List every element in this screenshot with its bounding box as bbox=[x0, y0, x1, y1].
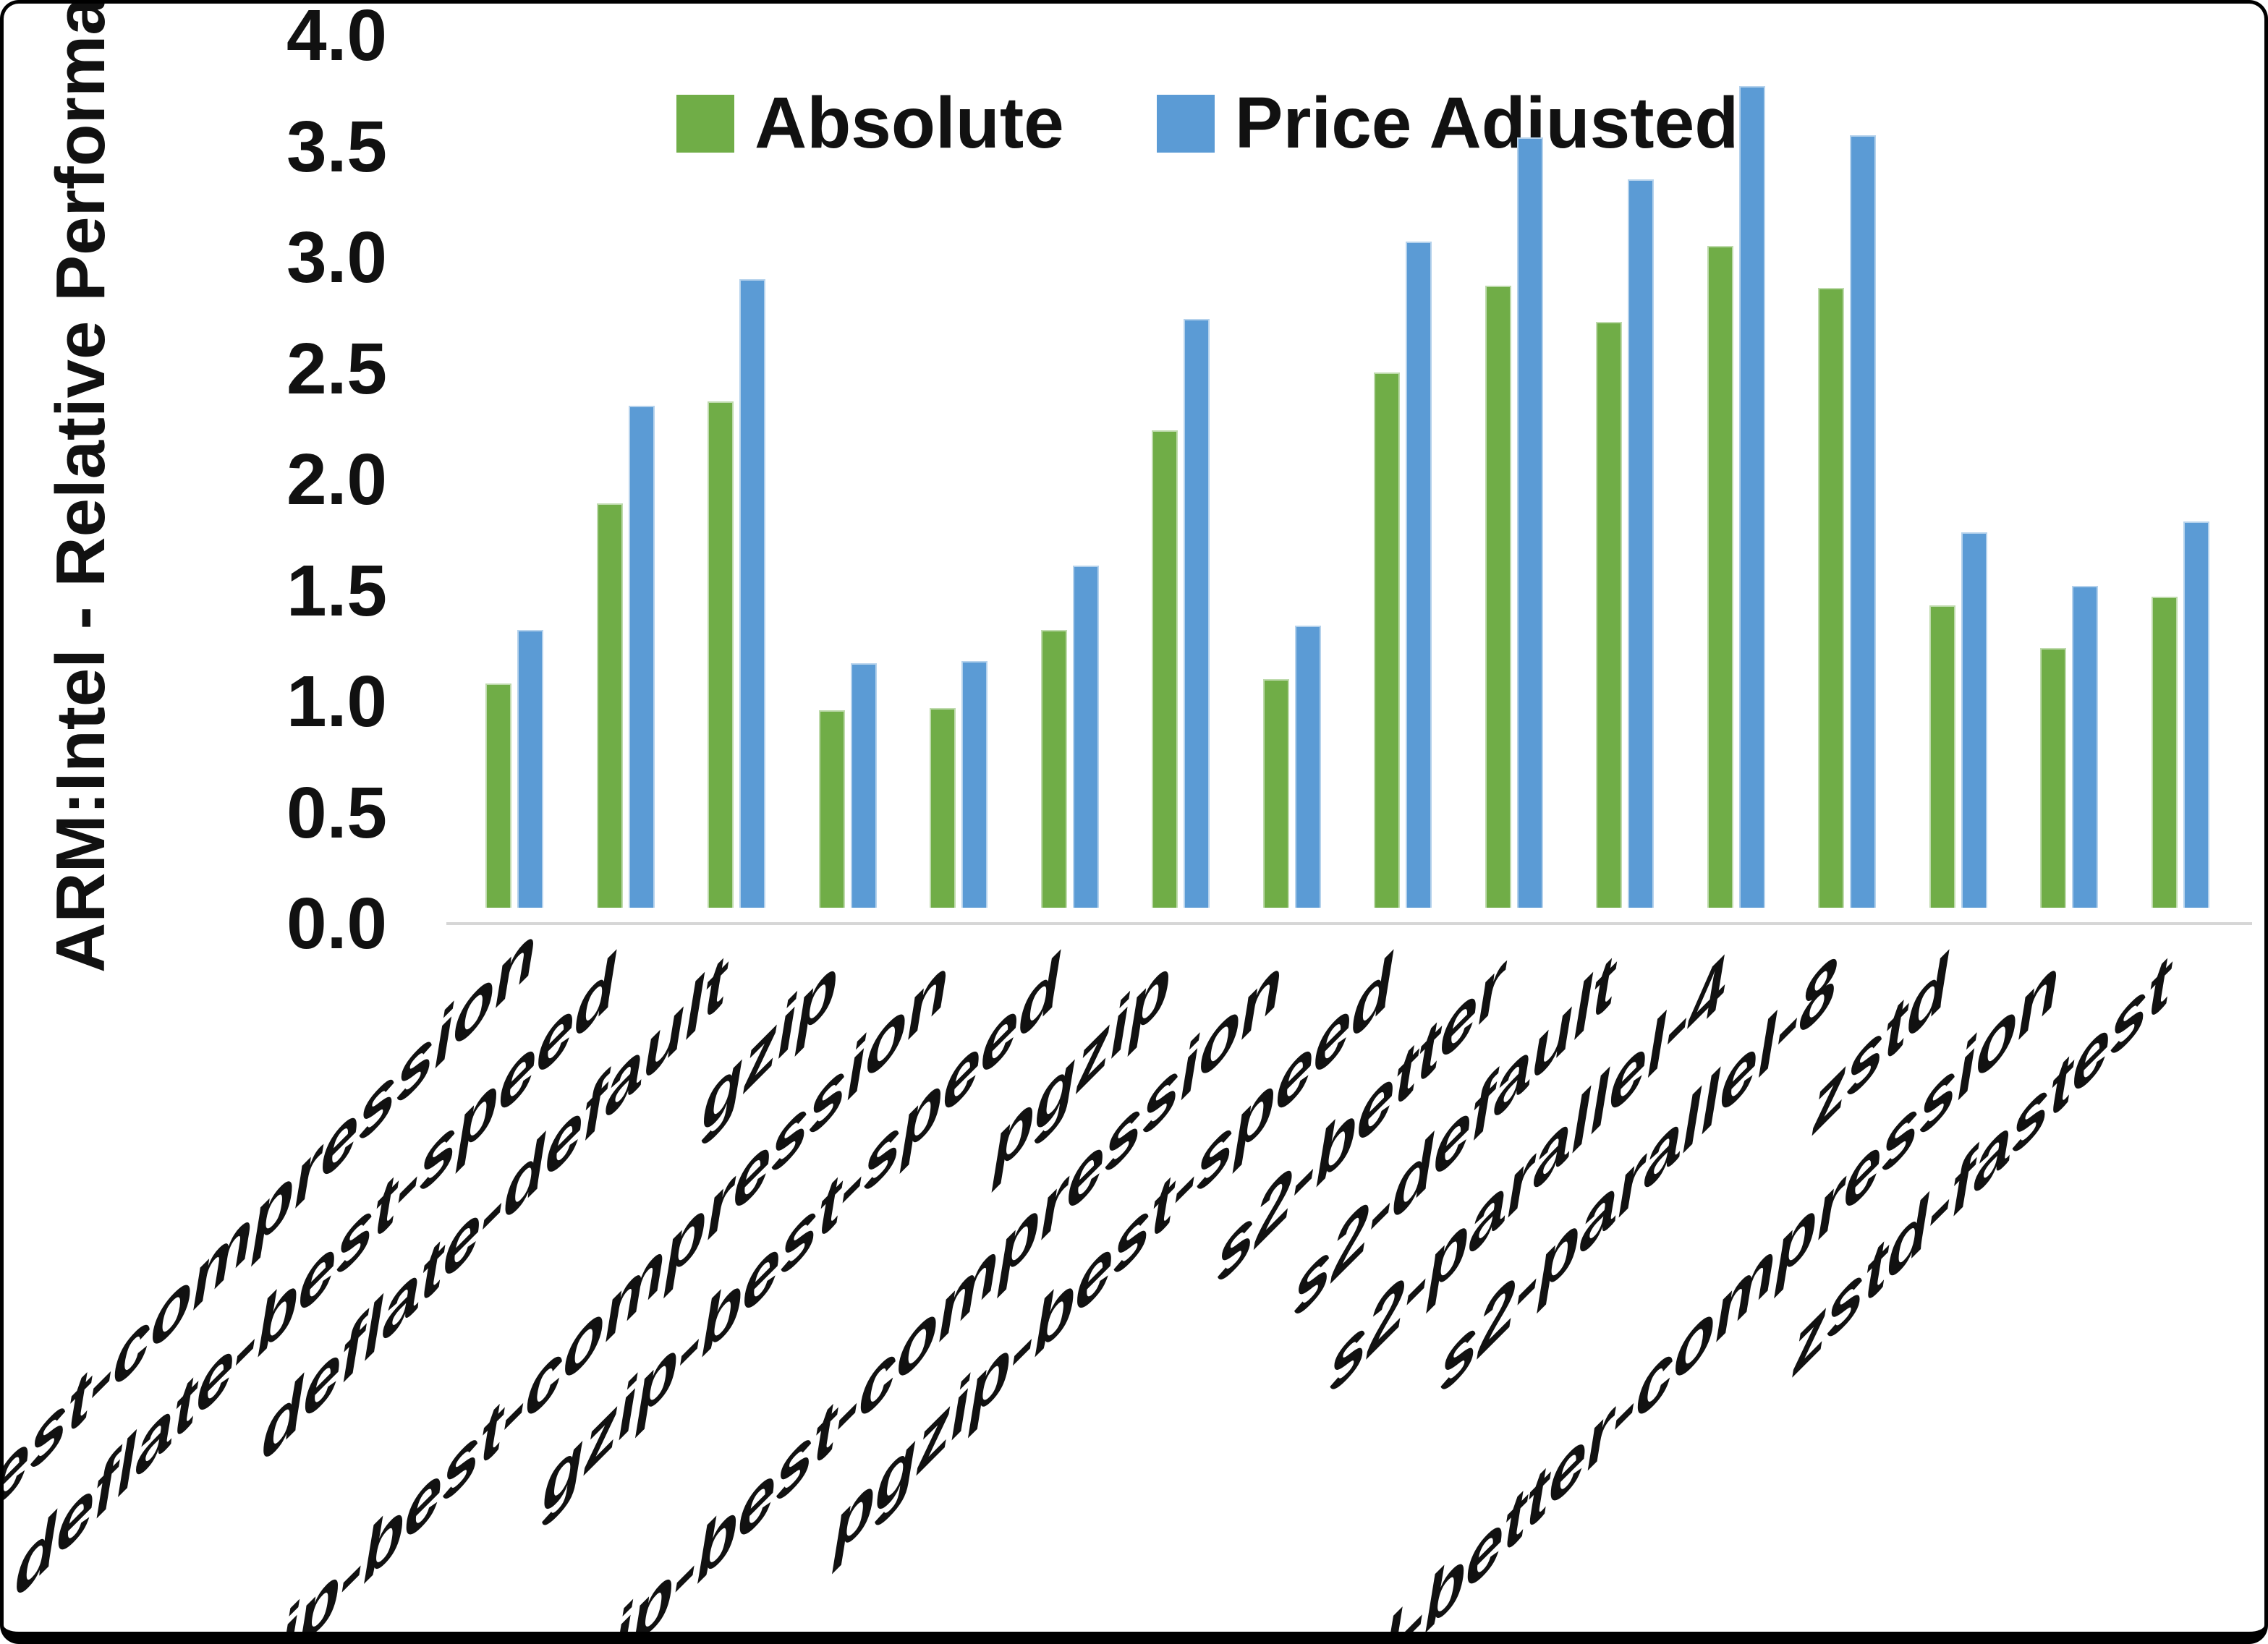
legend-item-absolute: Absolute bbox=[676, 82, 1064, 165]
legend-label-price-adjusted: Price Adjusted bbox=[1234, 82, 1739, 163]
bar-price-adjusted bbox=[1961, 532, 1987, 908]
legend-label-absolute: Absolute bbox=[755, 82, 1064, 163]
bar-price-adjusted bbox=[1294, 626, 1321, 908]
bar-price-adjusted bbox=[2183, 521, 2209, 908]
y-tick-label: 0.5 bbox=[286, 772, 387, 853]
bar-absolute bbox=[1707, 246, 1733, 908]
y-tick-label: 0.0 bbox=[286, 883, 387, 964]
legend-swatch-price-adjusted-icon bbox=[1156, 94, 1215, 153]
y-tick-label: 2.0 bbox=[286, 439, 387, 520]
bar-price-adjusted bbox=[739, 279, 765, 908]
bar-price-adjusted bbox=[1738, 86, 1765, 908]
y-tick-label: 2.5 bbox=[286, 328, 387, 409]
bar-absolute bbox=[1374, 372, 1400, 908]
bar-price-adjusted bbox=[1072, 566, 1099, 908]
bar-absolute bbox=[1485, 286, 1511, 908]
bar-price-adjusted bbox=[517, 630, 543, 908]
x-axis-line bbox=[446, 922, 2252, 925]
bar-absolute bbox=[1818, 288, 1844, 908]
plot-area: 0.0 0.5 1.0 1.5 2.0 2.5 3.0 3.5 4.0 deflate-best-… bbox=[4, 4, 2264, 1632]
bar-absolute bbox=[1040, 630, 1067, 908]
bar-price-adjusted bbox=[1184, 319, 1210, 908]
y-tick-label: 1.5 bbox=[286, 550, 387, 631]
legend: Absolute Price Adjusted bbox=[676, 82, 1738, 165]
bar-price-adjusted bbox=[1850, 135, 1876, 908]
bar-price-adjusted bbox=[628, 406, 655, 908]
bar-price-adjusted bbox=[850, 663, 877, 908]
bar-price-adjusted bbox=[961, 661, 988, 908]
bar-price-adjusted bbox=[1516, 137, 1543, 908]
bar-absolute bbox=[708, 401, 734, 908]
bar-absolute bbox=[930, 707, 956, 908]
bar-price-adjusted bbox=[1628, 179, 1654, 908]
bar-absolute bbox=[485, 683, 511, 908]
bar-absolute bbox=[1262, 678, 1289, 908]
bar-absolute bbox=[818, 710, 845, 908]
bar-absolute bbox=[1152, 430, 1178, 908]
bar-absolute bbox=[596, 503, 623, 908]
legend-item-price-adjusted: Price Adjusted bbox=[1156, 82, 1739, 165]
bar-absolute bbox=[1596, 321, 1622, 908]
legend-swatch-absolute-icon bbox=[676, 94, 734, 153]
y-tick-label: 4.0 bbox=[286, 0, 387, 76]
y-tick-label: 3.0 bbox=[286, 217, 387, 298]
bar-price-adjusted bbox=[2072, 585, 2098, 908]
y-tick-label: 3.5 bbox=[286, 106, 387, 187]
bar-absolute bbox=[2151, 597, 2178, 908]
y-tick-label: 1.0 bbox=[286, 661, 387, 742]
bar-absolute bbox=[1929, 605, 1955, 908]
bar-absolute bbox=[2040, 647, 2066, 908]
bar-price-adjusted bbox=[1406, 242, 1432, 908]
